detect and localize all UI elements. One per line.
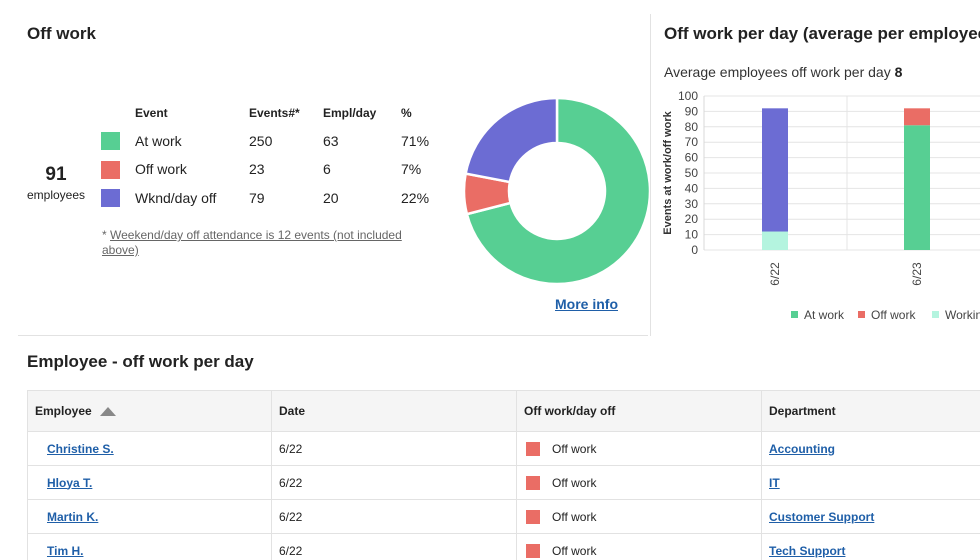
note-text[interactable]: Weekend/day off attendance is 12 events … [102,228,402,257]
donut-slice-wknd-day-off[interactable] [464,96,559,184]
off-work-per-day-panel: Off work per day (average per employee) … [650,14,980,336]
average-label: Average employees off work per day [664,64,891,80]
y-tick-label: 40 [685,181,699,195]
summary-event: Off work [135,161,187,178]
summary-header-event: Event [135,106,168,120]
column-header-date[interactable]: Date [272,391,517,431]
y-axis-title: Events at work/off work [662,110,674,234]
y-tick-label: 50 [685,166,699,180]
column-header-employee[interactable]: Employee [27,391,272,431]
date-cell: 6/22 [272,466,517,499]
summary-header-events: Events#* [249,106,300,120]
y-tick-label: 80 [685,120,699,134]
y-tick-label: 30 [685,197,699,211]
off-work-swatch [526,509,540,524]
employee-total: 91 employees [26,164,86,202]
table-row: Christine S. 6/22 Off work Accounting [27,432,980,466]
column-header-department[interactable]: Department [762,391,980,431]
status-cell: Off work [552,475,597,490]
summary-event: Wknd/day off [135,189,217,206]
legend-swatch-working [932,311,939,318]
off-work-swatch [101,160,120,179]
summary-empl-day: 20 [323,189,339,206]
employee-table-title: Employee - off work per day [27,352,254,371]
department-link[interactable]: Tech Support [769,543,846,558]
x-tick-label: 6/23 [910,262,924,286]
donut-slice-at-work[interactable] [465,96,652,286]
summary-table: Event Events#* Empl/day % At work 250 63… [101,106,451,213]
employee-table: Employee Date Off work/day off Departmen… [27,390,980,560]
y-tick-label: 10 [685,228,699,242]
off-work-title: Off work [27,24,96,43]
employee-link[interactable]: Martin K. [47,509,99,524]
summary-pct: 22% [401,189,430,206]
summary-event: At work [135,133,182,150]
department-link[interactable]: Customer Support [769,509,875,524]
summary-events: 250 [249,133,273,150]
off-work-swatch [526,441,540,456]
date-cell: 6/22 [272,500,517,533]
y-tick-label: 20 [685,212,699,226]
summary-empl-day: 63 [323,133,339,150]
date-cell: 6/22 [272,534,517,560]
employee-link[interactable]: Tim H. [47,543,84,558]
column-header-employee-label: Employee [35,404,92,418]
summary-events: 79 [249,189,265,206]
table-row: Hloya T. 6/22 Off work IT [27,466,980,500]
x-tick-label: 6/22 [768,262,782,286]
legend-swatch-at-work [791,311,798,318]
summary-empl-day: 6 [323,161,331,178]
employee-link[interactable]: Christine S. [47,441,114,456]
status-cell: Off work [552,441,597,456]
attendance-note: * Weekend/day off attendance is 12 event… [102,228,432,258]
summary-events: 23 [249,161,265,178]
wknd-day-off-swatch [101,188,120,207]
table-row: Tim H. 6/22 Off work Tech Support [27,534,980,560]
legend-label-at-work[interactable]: At work [804,308,845,322]
employee-total-label: employees [26,188,86,202]
bar-segment-6-22[interactable] [762,231,788,250]
average-value: 8 [894,64,903,80]
bar-segment-6-23[interactable] [904,125,930,250]
y-tick-label: 60 [685,151,699,165]
summary-header-pct: % [401,106,412,120]
legend-swatch-off-work [858,311,865,318]
y-tick-label: 0 [691,243,698,257]
off-work-donut-chart [462,96,652,286]
average-off-work: Average employees off work per day 8 [664,64,902,80]
summary-pct: 7% [401,161,422,178]
department-link[interactable]: IT [769,475,780,490]
bar-segment-6-23[interactable] [904,108,930,126]
summary-row-at-work: At work 250 63 71% [101,128,451,156]
status-cell: Off work [552,543,597,558]
off-work-swatch [526,543,540,558]
employee-table-header: Employee Date Off work/day off Departmen… [27,391,980,432]
legend-label-off-work[interactable]: Off work [871,308,916,322]
legend-label-working[interactable]: Workin [945,308,980,322]
summary-pct: 71% [401,133,430,150]
off-work-panel: Off work 91 employees Event Events#* Emp… [18,14,652,336]
per-day-title: Off work per day (average per employee) [664,24,980,43]
employee-total-value: 91 [45,164,67,185]
y-tick-label: 90 [685,104,699,118]
more-info-link[interactable]: More info [555,296,618,312]
at-work-swatch [101,132,120,151]
status-cell: Off work [552,509,597,524]
summary-header-empl-day: Empl/day [323,106,377,120]
note-prefix: * [102,228,111,242]
column-header-status[interactable]: Off work/day off [517,391,762,431]
sort-ascending-icon[interactable] [99,406,116,416]
summary-row-wknd-day-off: Wknd/day off 79 20 22% [101,185,451,213]
off-work-swatch [526,475,540,490]
table-row: Martin K. 6/22 Off work Customer Support [27,500,980,534]
summary-header-row: Event Events#* Empl/day % [101,106,451,128]
date-cell: 6/22 [272,432,517,465]
department-link[interactable]: Accounting [769,441,835,456]
summary-row-off-work: Off work 23 6 7% [101,156,451,184]
y-tick-label: 70 [685,135,699,149]
y-tick-label: 100 [678,89,698,103]
bar-segment-6-22[interactable] [762,108,788,232]
employee-link[interactable]: Hloya T. [47,475,93,490]
